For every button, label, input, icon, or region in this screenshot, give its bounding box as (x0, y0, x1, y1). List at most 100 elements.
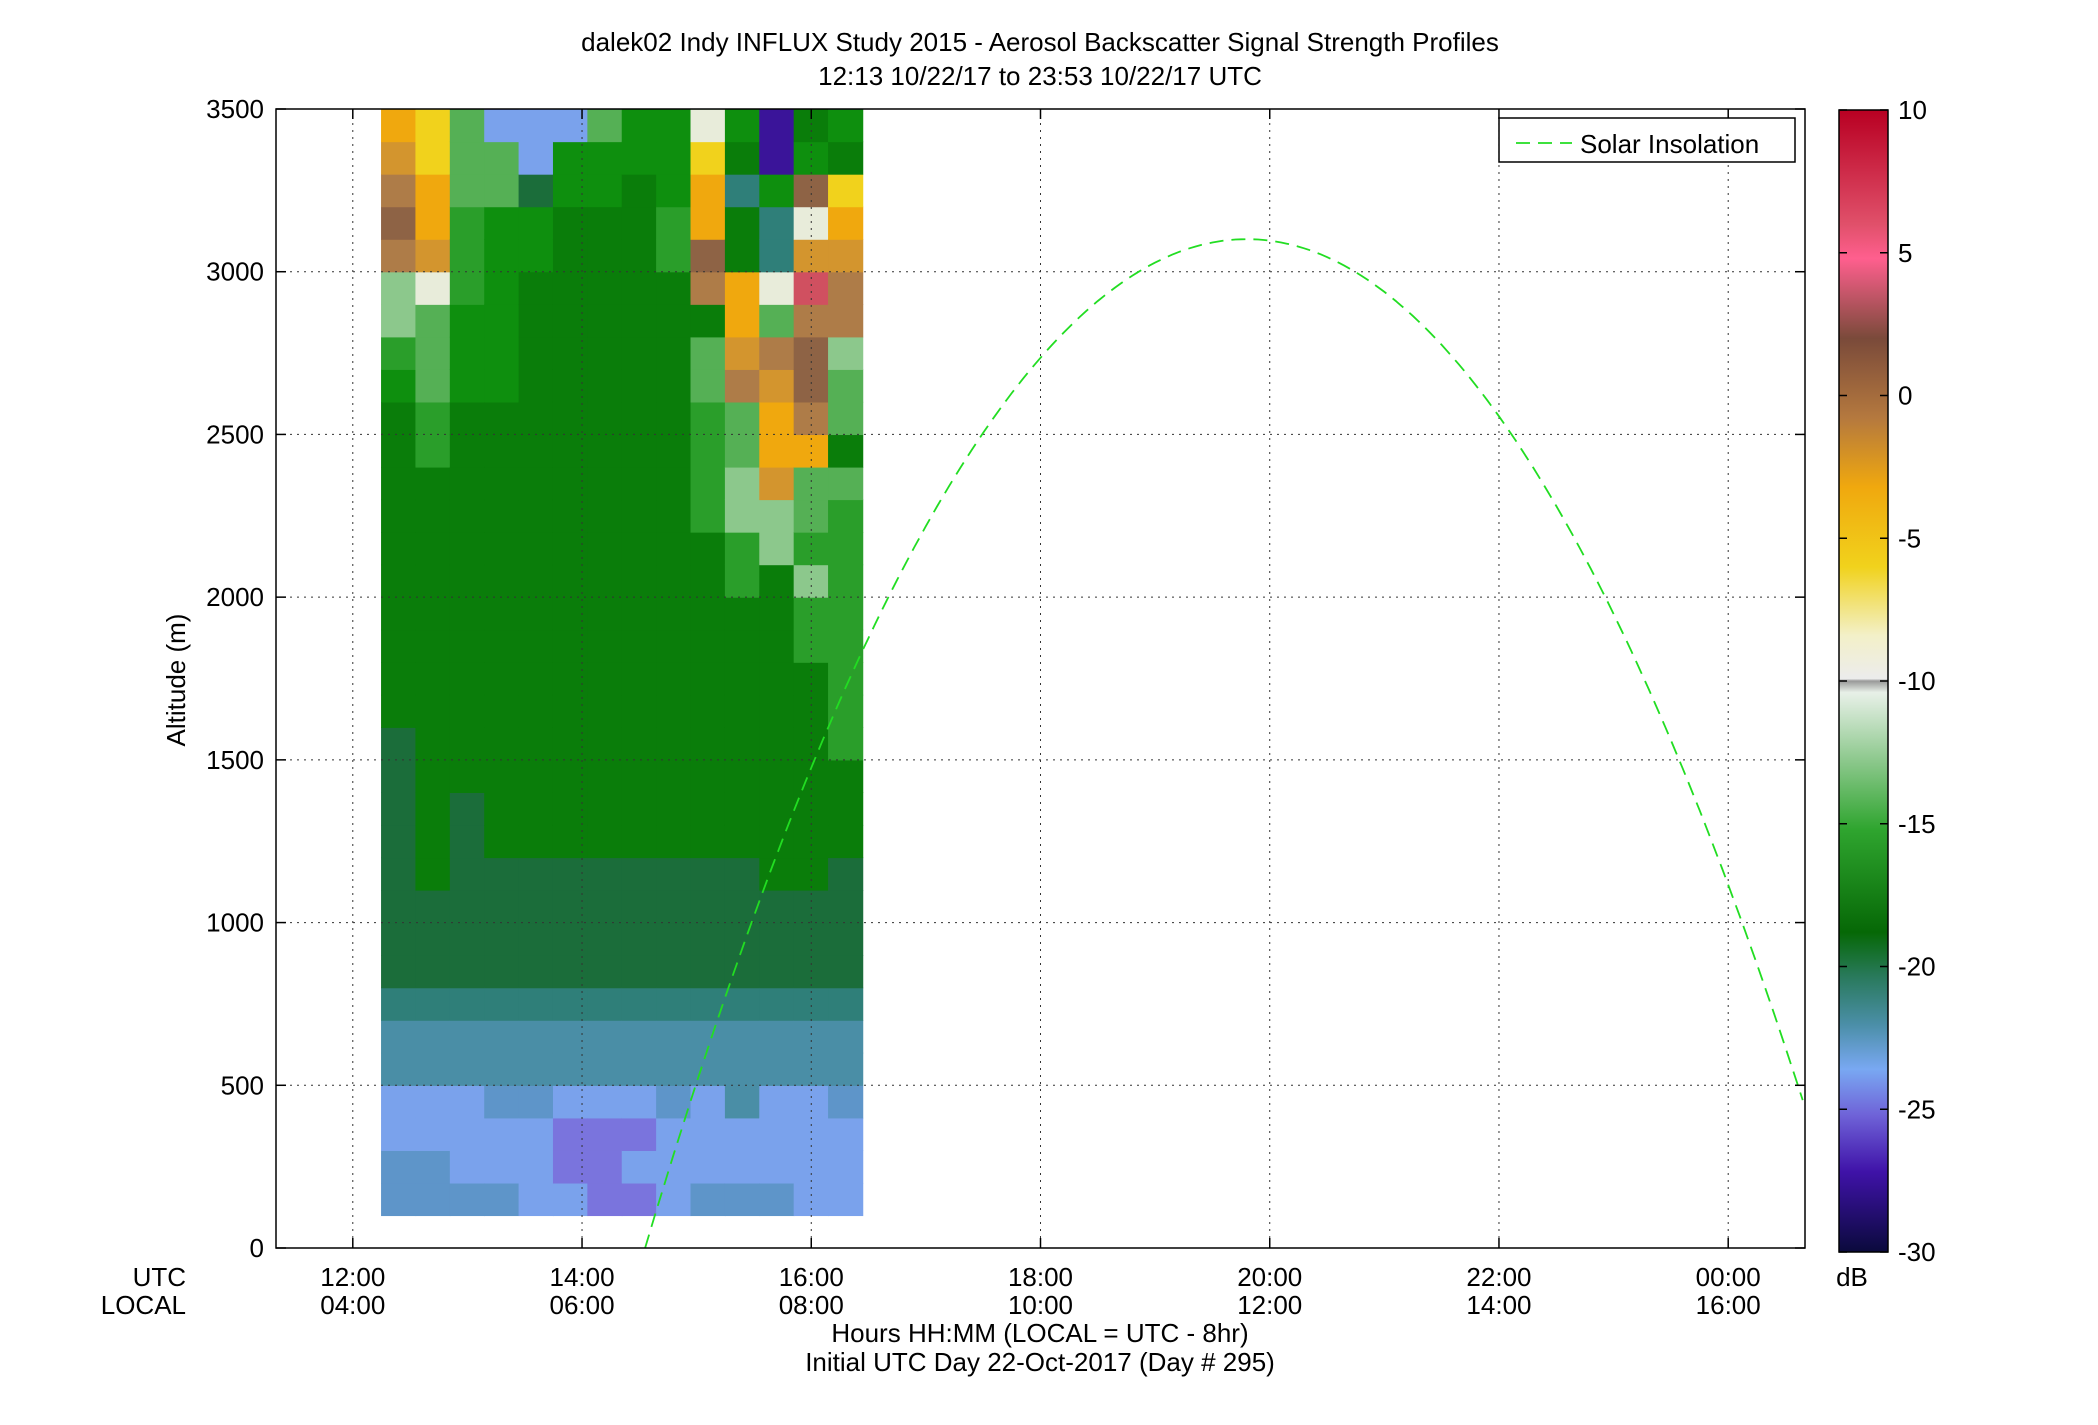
heatmap-cell (828, 1182, 864, 1217)
heatmap-cell (381, 434, 417, 468)
heatmap-cell (449, 922, 486, 956)
heatmap-cell (828, 532, 864, 566)
heatmap-cell (381, 792, 417, 826)
heatmap-cell (449, 564, 486, 598)
heatmap-cell (484, 987, 520, 1021)
heatmap-cell (518, 401, 554, 436)
heatmap-cell (552, 304, 589, 338)
heatmap-cell (484, 694, 520, 728)
heatmap-cell (484, 44, 519, 77)
heatmap-cell (828, 987, 864, 1021)
heatmap-cell (691, 0, 726, 12)
heatmap-cell (690, 336, 726, 370)
heatmap-cell (518, 271, 554, 305)
heatmap-cell (793, 890, 829, 924)
heatmap-cell (793, 987, 829, 1021)
heatmap-cell (828, 1150, 864, 1184)
heatmap-cell (724, 1150, 761, 1184)
heatmap-cell (484, 1150, 520, 1184)
heatmap-cell (449, 694, 486, 728)
heatmap-cell (415, 1182, 451, 1217)
heatmap-cell (724, 824, 761, 859)
heatmap-cell (828, 564, 864, 598)
heatmap-cell (381, 727, 417, 761)
heatmap-cell (552, 890, 589, 924)
heatmap-cell (724, 1117, 761, 1151)
heatmap-cell (656, 890, 692, 924)
heatmap-cell (552, 206, 589, 240)
heatmap-cell (415, 44, 450, 77)
heatmap-cell (552, 629, 589, 663)
heatmap-cell (656, 141, 692, 175)
heatmap-cell (724, 109, 761, 110)
heatmap-cell (656, 792, 692, 826)
heatmap-cell (449, 955, 486, 989)
heatmap-cell (828, 141, 864, 175)
heatmap-cell (759, 369, 795, 403)
heatmap-cell (656, 401, 692, 436)
x-tick-label-local: 08:00 (779, 1290, 844, 1320)
x-tick-label-utc: 22:00 (1466, 1262, 1531, 1292)
heatmap-cell (518, 206, 554, 240)
heatmap-cell (415, 694, 451, 728)
heatmap-cell (449, 141, 486, 175)
heatmap-cell (759, 629, 795, 663)
heatmap-cell (828, 1052, 864, 1086)
heatmap-cell (828, 206, 864, 240)
heatmap-cell (484, 109, 520, 143)
heatmap-cell (759, 1117, 795, 1151)
colorbar-tick-label: 5 (1898, 238, 1912, 268)
heatmap-cell (587, 890, 623, 924)
heatmap-cell (518, 564, 554, 598)
heatmap-cell (759, 987, 795, 1021)
heatmap-cell (587, 206, 623, 240)
heatmap-cell (656, 1182, 692, 1217)
heatmap-cell (828, 271, 864, 305)
heatmap-cell (656, 336, 692, 370)
heatmap-cell (415, 824, 451, 859)
colorbar-tick-label: 10 (1898, 95, 1927, 125)
y-tick-label: 3000 (206, 257, 264, 287)
heatmap-cell (381, 629, 417, 663)
heatmap-cell (552, 109, 589, 110)
colorbar-ticks: 10 5 0 -5 -10 -15 -20 -25 -30 (1839, 95, 1936, 1267)
heatmap-cell (621, 499, 657, 533)
heatmap-cell (484, 564, 520, 598)
heatmap-cell (415, 629, 451, 663)
heatmap-cell (690, 239, 726, 273)
heatmap-cell (484, 466, 520, 501)
heatmap-cell (656, 759, 692, 793)
heatmap-cell (621, 1085, 657, 1119)
heatmap-cell (759, 1020, 795, 1054)
heatmap-cell (484, 141, 520, 175)
heatmap-cell (381, 987, 417, 1021)
heatmap-cell (381, 532, 417, 566)
heatmap-cell (518, 109, 554, 110)
heatmap-cell (381, 1052, 417, 1086)
heatmap-cell (690, 597, 726, 631)
y-tick-label: 1000 (206, 908, 264, 938)
legend-box (1498, 117, 1796, 163)
y-tick-label: 500 (221, 1070, 264, 1100)
heatmap-cell (621, 1182, 657, 1217)
heatmap-cell (484, 174, 520, 208)
heatmap-cell (518, 987, 554, 1021)
heatmap-cell (552, 1020, 589, 1054)
heatmap-cell (381, 1182, 417, 1217)
heatmap-cell (518, 466, 554, 501)
heatmap-cell (828, 239, 864, 273)
heatmap-cell (587, 532, 623, 566)
heatmap-cell (381, 694, 417, 728)
heatmap-cell (415, 109, 451, 143)
heatmap-cell (621, 759, 657, 793)
heatmap-cell (724, 499, 761, 533)
heatmap-cell (587, 1117, 623, 1151)
heatmap-cell (415, 564, 451, 598)
heatmap-cell (690, 271, 726, 305)
heatmap-cell (587, 857, 623, 891)
heatmap-cell (690, 922, 726, 956)
heatmap-cell (518, 694, 554, 728)
heatmap-cell (552, 987, 589, 1021)
heatmap-cell (449, 239, 486, 273)
heatmap-cell (656, 466, 692, 501)
